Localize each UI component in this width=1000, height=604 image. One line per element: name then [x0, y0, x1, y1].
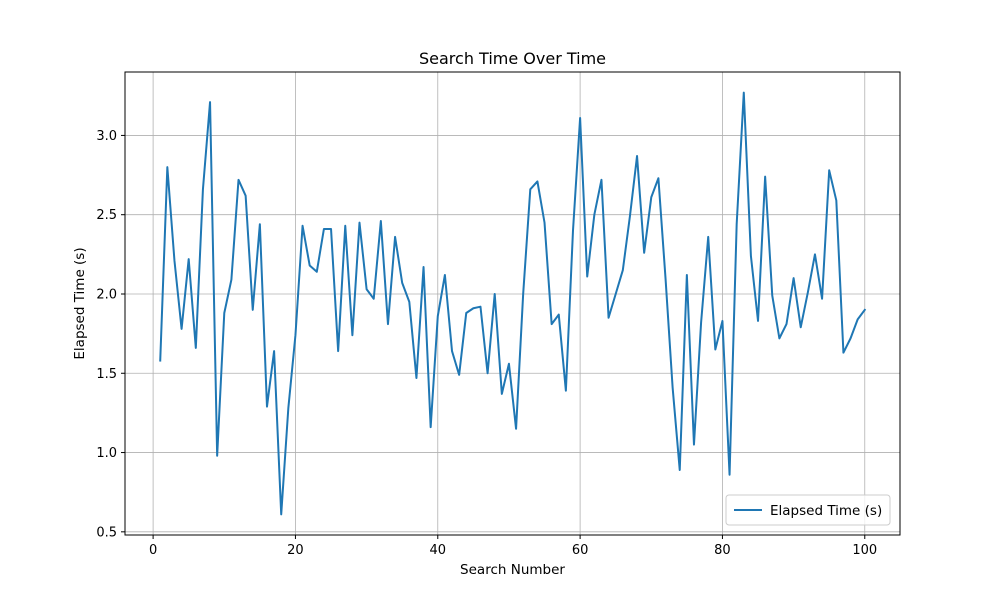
y-tick-label: 1.0 — [96, 446, 117, 461]
series-line — [159, 91, 867, 516]
plot-frame — [124, 71, 901, 536]
x-tick-label: 0 — [149, 543, 157, 558]
y-axis-title: Elapsed Time (s) — [72, 247, 88, 359]
series-layer — [159, 91, 867, 516]
x-tick-label: 80 — [714, 543, 731, 558]
legend-box — [725, 494, 891, 526]
x-tick-label: 40 — [430, 543, 447, 558]
y-tick-label: 2.0 — [96, 287, 117, 302]
x-tick-label: 100 — [852, 543, 877, 558]
legend-label: Elapsed Time (s) — [770, 503, 882, 519]
x-tick-label: 20 — [287, 543, 304, 558]
tick-layer: 0 20 40 60 80 100 0.5 1.0 1.5 2.0 2.5 3.0 — [96, 129, 877, 558]
y-tick-label: 2.5 — [96, 208, 117, 223]
y-tick-label: 0.5 — [96, 525, 117, 540]
x-tick-label: 60 — [572, 543, 589, 558]
legend: Elapsed Time (s) — [725, 494, 891, 526]
x-axis-title: Search Number — [460, 562, 565, 578]
grid-layer — [125, 72, 900, 535]
y-tick-label: 1.5 — [96, 367, 117, 382]
chart-title: Search Time Over Time — [419, 49, 606, 68]
y-tick-label: 3.0 — [96, 129, 117, 144]
